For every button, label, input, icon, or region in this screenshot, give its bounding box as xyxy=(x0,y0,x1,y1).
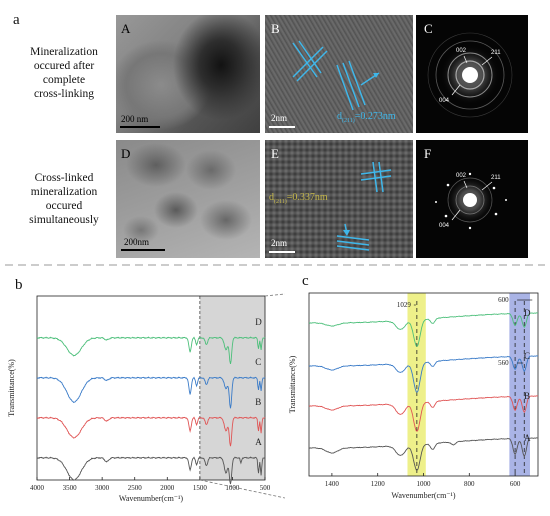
y-axis-label-c: Transmittance(%) xyxy=(288,355,297,413)
row1-caption-line1: Mineralization xyxy=(30,46,98,58)
saed-c-ring-002: 002 xyxy=(456,48,467,54)
tem-a-scale-label: 200 nm xyxy=(121,114,149,124)
tem-b-d-label: d xyxy=(337,111,342,122)
tem-e-lattice-overlay xyxy=(336,161,392,251)
row2-caption: Cross-linked mineralization occured simu… xyxy=(8,171,120,227)
tem-b-scalebar xyxy=(269,126,295,128)
x-tick-label-b: 500 xyxy=(260,484,271,492)
tem-a-scalebar xyxy=(120,126,160,128)
saed-c-letter: C xyxy=(424,21,433,36)
x-tick-label-c: 1000 xyxy=(417,480,432,488)
plot-frame-b xyxy=(36,295,266,481)
tem-b-scale-label: 2nm xyxy=(271,113,288,123)
series-label-b: B xyxy=(255,397,261,407)
tem-d-letter: D xyxy=(121,146,131,161)
x-axis-label-c: Wavenumber(cm⁻¹) xyxy=(391,491,456,500)
x-tick-label-b: 3500 xyxy=(63,484,78,492)
tem-image-d: D 200nm xyxy=(116,140,260,258)
row2-caption-line4: simultaneously xyxy=(29,214,99,226)
saed-c-ring-004: 004 xyxy=(439,98,450,104)
series-line-b xyxy=(308,395,538,432)
y-axis-label-b: Transmittance(%) xyxy=(7,359,16,417)
tem-e-letter: E xyxy=(271,146,279,161)
saed-f-letter: F xyxy=(424,146,432,161)
series-label-a: A xyxy=(524,433,531,443)
series-line-c xyxy=(36,376,266,409)
x-tick-label-c: 800 xyxy=(464,480,475,488)
series-line-d xyxy=(308,312,538,347)
saed-image-c: C 002 211 004 xyxy=(416,15,528,133)
saed-f-pattern xyxy=(435,172,507,230)
tem-e-d-value: =0.337nm xyxy=(286,192,328,203)
series-label-a: A xyxy=(255,437,262,447)
series-label-d: D xyxy=(524,308,531,318)
x-axis-label-b: Wavenumber(cm⁻¹) xyxy=(119,494,184,503)
saed-f-ring-211: 211 xyxy=(491,175,501,181)
x-tick-label-c: 600 xyxy=(510,480,521,488)
series-line-d xyxy=(36,336,266,364)
saed-f-ring-002: 002 xyxy=(456,173,467,179)
series-line-b xyxy=(36,416,266,447)
ftir-chart-b: 4000 3500 3000 2500 2000 1500 1000 500 Wavenumbe… xyxy=(7,293,285,503)
series-label-c: C xyxy=(255,357,261,367)
annotation-600: 600 xyxy=(498,296,509,304)
tem-b-d-spacing: d(211)=0.273nm xyxy=(337,111,396,124)
x-tick-label-b: 1500 xyxy=(193,484,208,492)
tem-b-lattice-overlay xyxy=(292,40,380,111)
x-tick-label-b: 2500 xyxy=(128,484,143,492)
tem-e-d-sub: (211) xyxy=(274,199,287,205)
tem-b-d-value: =0.273nm xyxy=(354,111,396,122)
row2-caption-line3: occured xyxy=(45,200,83,212)
tem-d-scalebar xyxy=(121,249,165,251)
panel-a-label: a xyxy=(13,12,20,28)
tem-image-e: E d(211)=0.337nm 2nm xyxy=(265,140,413,258)
tem-e-d-spacing: d(211)=0.337nm xyxy=(269,192,328,205)
zoom-guide-upper xyxy=(264,293,285,297)
row1-caption-line3: complete xyxy=(42,74,86,86)
saed-image-f: F 002 211 004 xyxy=(416,140,528,258)
x-tick-label-c: 1200 xyxy=(371,480,386,488)
x-tick-label-c: 1400 xyxy=(325,480,340,488)
tem-b-d-sub: (211) xyxy=(342,118,355,124)
tem-a-letter: A xyxy=(121,21,131,36)
row2-caption-line2: mineralization xyxy=(30,186,98,198)
x-tick-label-b: 4000 xyxy=(30,484,45,492)
series-label-c: C xyxy=(524,351,530,361)
annotation-560: 560 xyxy=(498,359,509,367)
zoom-guide-lower xyxy=(199,479,285,499)
tem-e-scale-label: 2nm xyxy=(271,238,288,248)
tem-image-b: B d(211)=0.273nm 2nm xyxy=(265,15,413,133)
saed-f-ring-004: 004 xyxy=(439,223,450,229)
series-label-b: B xyxy=(524,391,530,401)
panel-c-label: c xyxy=(302,273,309,289)
row2-caption-line1: Cross-linked xyxy=(34,172,94,184)
saed-c-pattern xyxy=(427,32,513,118)
tem-e-scalebar xyxy=(269,251,295,253)
x-tick-label-b: 1000 xyxy=(225,484,240,492)
tem-b-letter: B xyxy=(271,21,280,36)
section-separator xyxy=(5,264,545,266)
series-line-a xyxy=(36,456,266,485)
annotation-1029: 1029 xyxy=(397,301,412,309)
series-line-a xyxy=(308,437,538,471)
tem-d-scale-label: 200nm xyxy=(124,237,150,247)
panel-b-label: b xyxy=(15,277,23,293)
highlight-band-580 xyxy=(509,293,530,476)
x-tick-label-b: 3000 xyxy=(95,484,110,492)
saed-c-ring-211: 211 xyxy=(491,50,501,56)
row1-caption: Mineralization occured after complete cr… xyxy=(8,45,120,101)
tem-e-d-label: d xyxy=(269,192,274,203)
series-label-d: D xyxy=(255,317,262,327)
series-line-c xyxy=(308,355,538,393)
ftir-chart-c: 1400 1200 1000 800 600 Wavenumber(cm⁻¹) Transm… xyxy=(288,292,539,500)
row1-caption-line4: cross-linking xyxy=(33,88,95,100)
x-tick-label-b: 2000 xyxy=(160,484,175,492)
row1-caption-line2: occured after xyxy=(33,60,95,72)
highlight-band-1029 xyxy=(407,293,426,476)
tem-image-a: A 200 nm xyxy=(116,15,260,133)
